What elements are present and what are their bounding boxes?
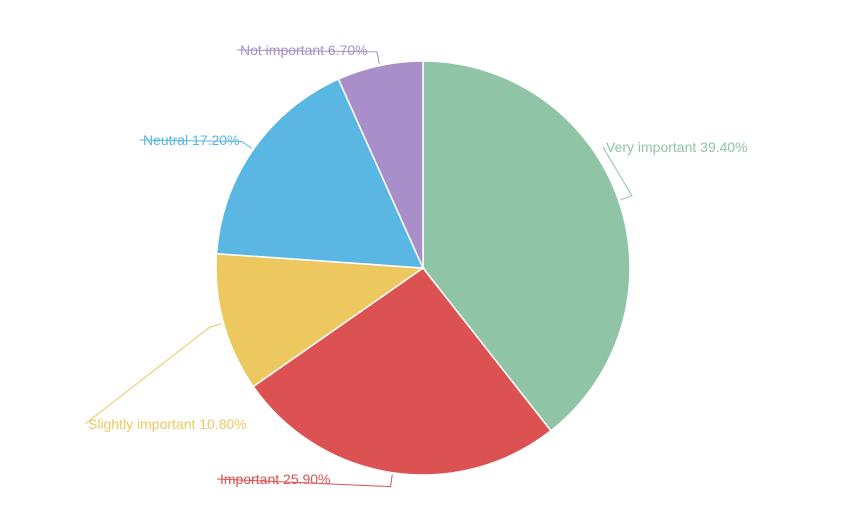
slice-neutral [215, 78, 425, 269]
label-important: Important 25.90% [220, 471, 331, 487]
label-slightly-important: Slightly important 10.80% [88, 416, 247, 432]
label-not-important: Not important 6.70% [240, 42, 368, 58]
leader-lines-layer [84, 49, 633, 488]
label-neutral: Neutral 17.20% [143, 132, 240, 148]
labels-layer: Very important 39.40% Important 25.90% Sli… [88, 42, 748, 487]
leader-line-very-important [602, 146, 633, 201]
slice-slightly-important [215, 252, 426, 388]
slices-layer [215, 60, 631, 476]
label-very-important: Very important 39.40% [606, 139, 748, 155]
leader-line-important [216, 474, 393, 488]
leader-line-not-important [236, 49, 380, 64]
slice-important [252, 266, 552, 476]
leader-line-slightly-important [84, 323, 222, 425]
slice-not-important [337, 60, 424, 269]
slice-very-important [422, 60, 631, 432]
leader-line-neutral [139, 139, 252, 149]
